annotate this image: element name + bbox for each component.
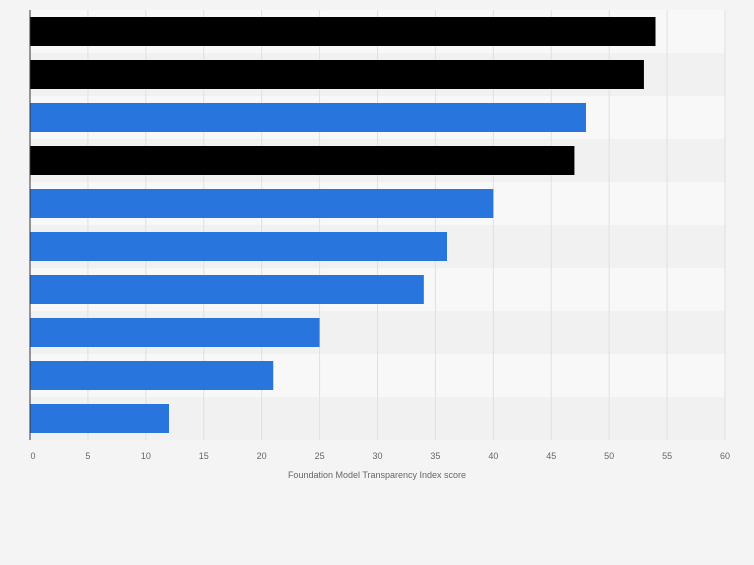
x-tick-label: 35 (430, 451, 440, 461)
x-tick-label: 45 (546, 451, 556, 461)
x-tick-label: 30 (372, 451, 382, 461)
bar (30, 275, 424, 304)
bar (30, 404, 169, 433)
x-tick-label: 10 (141, 451, 151, 461)
x-axis-title: Foundation Model Transparency Index scor… (288, 470, 466, 480)
x-tick-label: 55 (662, 451, 672, 461)
bar (30, 17, 656, 46)
bar (30, 232, 447, 261)
x-tick-labels: 0 5 10 15 20 25 30 35 40 45 50 55 60 (30, 451, 730, 461)
bar (30, 146, 574, 175)
x-tick-label: 15 (199, 451, 209, 461)
x-tick-label: 5 (85, 451, 90, 461)
bar (30, 318, 320, 347)
x-tick-label: 60 (720, 451, 730, 461)
x-tick-label: 40 (488, 451, 498, 461)
bar (30, 361, 273, 390)
bar (30, 189, 493, 218)
bar (30, 60, 644, 89)
bar (30, 103, 586, 132)
x-tick-label: 0 (30, 451, 35, 461)
x-tick-label: 50 (604, 451, 614, 461)
x-tick-label: 20 (257, 451, 267, 461)
x-tick-label: 25 (315, 451, 325, 461)
